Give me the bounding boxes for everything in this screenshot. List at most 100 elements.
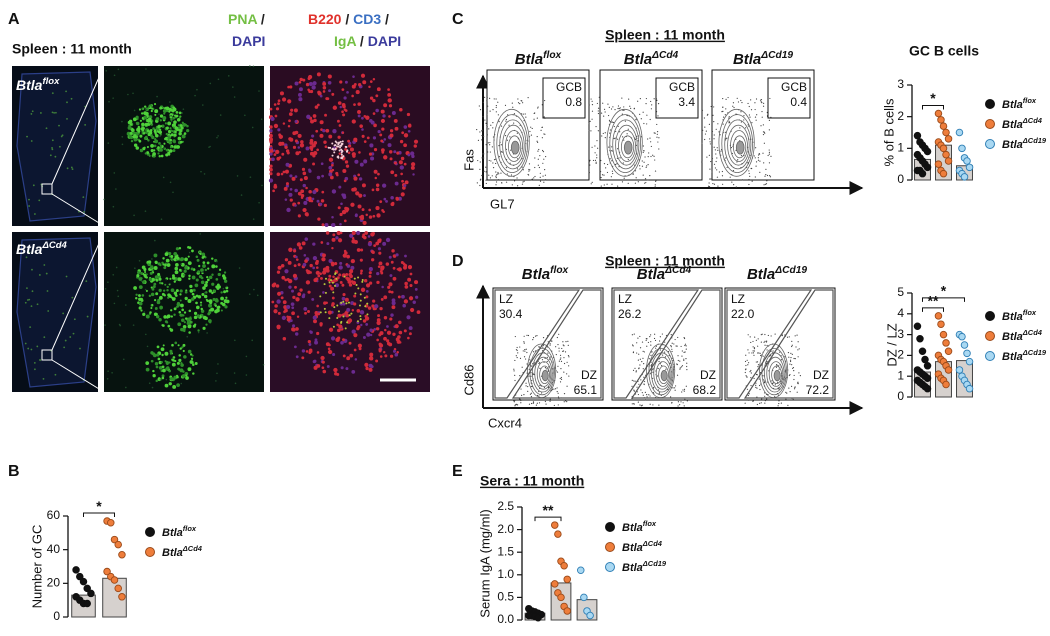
- event: [634, 380, 636, 382]
- speckle: [184, 296, 188, 301]
- speckle: [177, 136, 182, 141]
- speckle: [368, 367, 373, 372]
- event: [526, 363, 528, 365]
- event: [650, 100, 652, 103]
- speckle: [135, 121, 140, 126]
- event: [685, 345, 687, 347]
- speckle: [284, 278, 288, 282]
- event: [528, 163, 531, 165]
- speckle: [273, 123, 279, 129]
- speckle: [184, 290, 188, 294]
- contour: [658, 365, 669, 385]
- speckle: [349, 147, 354, 152]
- stain-name: /: [257, 11, 265, 27]
- speckle: [331, 142, 334, 145]
- speckle: [327, 146, 330, 149]
- speckle: [148, 154, 151, 157]
- speckle: [331, 281, 334, 284]
- event: [770, 335, 772, 337]
- event: [558, 347, 560, 349]
- speckle: [199, 233, 202, 235]
- event: [485, 179, 487, 181]
- genotype-superscript: ΔCd4: [182, 544, 203, 553]
- speckle: [309, 350, 313, 353]
- speckle: [202, 261, 206, 264]
- speckle: [354, 358, 358, 361]
- speckle: [322, 369, 327, 374]
- event: [682, 402, 684, 404]
- speckle: [145, 367, 150, 372]
- speckle: [407, 153, 411, 157]
- speckle: [307, 290, 311, 294]
- speckle: [385, 237, 391, 243]
- event: [732, 170, 735, 172]
- event: [490, 160, 492, 162]
- speckle: [125, 386, 127, 389]
- event: [793, 357, 795, 360]
- event: [718, 131, 720, 133]
- speckle: [339, 281, 343, 284]
- event: [726, 166, 728, 169]
- data-point: [939, 122, 948, 130]
- speckle: [154, 109, 159, 114]
- event: [702, 129, 704, 131]
- legend-marker: [145, 547, 155, 557]
- speckle: [291, 306, 295, 310]
- contour: [735, 140, 745, 155]
- speckle: [182, 108, 185, 110]
- speckle: [181, 121, 184, 124]
- event: [559, 381, 562, 383]
- speckle: [159, 114, 164, 118]
- speckle: [160, 218, 163, 221]
- event: [527, 97, 529, 99]
- event: [755, 98, 758, 100]
- event: [656, 375, 659, 377]
- speckle: [138, 301, 143, 306]
- speckle: [49, 154, 52, 157]
- data-point: [87, 589, 95, 598]
- stain-header: IgA / DAPI: [334, 33, 401, 49]
- event: [514, 359, 516, 362]
- speckle: [335, 141, 338, 144]
- speckle: [304, 311, 307, 315]
- spleen-outline: [16, 237, 97, 388]
- speckle: [140, 112, 144, 115]
- y-tick-label: 1: [897, 141, 904, 155]
- speckle: [138, 277, 143, 281]
- event: [640, 389, 642, 391]
- speckle: [206, 261, 210, 265]
- event: [788, 336, 790, 338]
- speckle: [293, 108, 298, 113]
- event: [539, 384, 541, 387]
- event: [763, 341, 765, 343]
- speckle: [341, 157, 344, 160]
- speckle: [372, 299, 376, 303]
- event: [789, 390, 791, 393]
- speckle: [336, 373, 340, 376]
- event: [525, 348, 527, 350]
- event: [761, 102, 763, 104]
- speckle: [324, 277, 327, 280]
- event: [769, 176, 772, 178]
- data-point: [955, 128, 964, 137]
- speckle: [150, 109, 153, 113]
- speckle: [200, 280, 205, 285]
- speckle: [312, 255, 318, 261]
- speckle: [188, 331, 191, 334]
- speckle: [379, 133, 383, 137]
- speckle: [351, 329, 356, 334]
- event: [513, 122, 515, 124]
- event: [521, 394, 523, 396]
- genotype-label: BtlaΔCd19: [1002, 136, 1047, 151]
- speckle: [111, 371, 113, 374]
- event: [657, 141, 659, 143]
- speckle: [348, 341, 352, 345]
- speckle: [370, 120, 375, 125]
- speckle: [66, 167, 69, 170]
- event: [772, 350, 774, 352]
- speckle: [364, 305, 367, 308]
- event: [766, 349, 768, 351]
- data-point: [72, 566, 80, 574]
- contour: [499, 119, 527, 170]
- event: [763, 102, 765, 104]
